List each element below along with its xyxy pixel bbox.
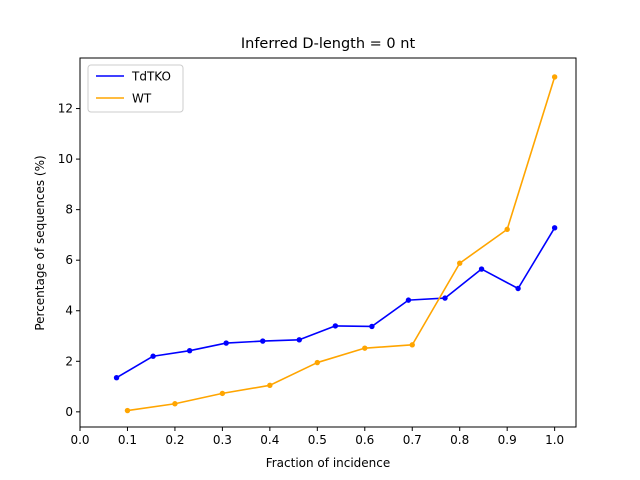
x-tick-label: 0.9 — [498, 433, 517, 447]
data-point — [551, 74, 558, 80]
data-point — [332, 323, 339, 329]
legend-label: WT — [132, 92, 152, 106]
x-tick-label: 0.2 — [165, 433, 184, 447]
data-point — [124, 407, 131, 414]
data-point — [515, 285, 521, 292]
plot-area — [113, 74, 558, 414]
x-tick-label: 1.0 — [545, 433, 564, 447]
data-point — [186, 347, 193, 354]
data-point — [219, 390, 226, 397]
x-tick-label: 0.8 — [450, 433, 469, 447]
y-tick-label: 2 — [65, 354, 73, 368]
y-tick-label: 10 — [58, 152, 73, 166]
y-tick-label: 6 — [65, 253, 73, 267]
data-point — [113, 375, 120, 381]
x-axis-label: Fraction of incidence — [266, 456, 391, 470]
series-line-wt — [127, 76, 556, 412]
data-point — [362, 345, 368, 351]
data-point — [296, 337, 302, 343]
data-point — [260, 338, 266, 344]
data-point — [223, 340, 229, 346]
y-tick-label: 0 — [65, 405, 73, 419]
y-tick-label: 8 — [65, 203, 73, 217]
data-point — [314, 359, 321, 366]
data-point — [551, 225, 558, 231]
x-tick-label: 0.1 — [118, 433, 137, 447]
data-point — [442, 295, 448, 301]
legend: TdTKO WT — [87, 64, 184, 113]
axes-frame — [79, 57, 577, 428]
data-point — [172, 401, 178, 407]
data-point — [150, 353, 156, 359]
y-tick-label: 4 — [65, 304, 73, 318]
series-line-tdtko — [116, 227, 556, 379]
data-point — [369, 323, 375, 330]
axes: 0.0 0.1 0.2 0.3 0.4 0.5 0.6 0.7 0.8 0.9 1.0 0 2 4 6 8 10… — [58, 57, 577, 447]
x-tick-label: 0.0 — [70, 433, 89, 447]
x-tick-label: 0.7 — [403, 433, 422, 447]
data-point — [457, 260, 463, 266]
y-axis-label: Percentage of sequences (%) — [33, 155, 47, 330]
data-point — [267, 382, 273, 388]
data-point — [478, 266, 485, 272]
data-point — [409, 342, 415, 348]
legend-label: TdTKO — [131, 70, 171, 84]
y-tick-label: 12 — [58, 102, 73, 116]
x-tick-label: 0.3 — [213, 433, 232, 447]
data-point — [405, 297, 412, 303]
chart-title: Inferred D-length = 0 nt — [241, 36, 416, 52]
x-tick-label: 0.6 — [355, 433, 374, 447]
x-tick-label: 0.5 — [308, 433, 327, 447]
data-point — [504, 226, 510, 233]
x-tick-label: 0.4 — [260, 433, 279, 447]
